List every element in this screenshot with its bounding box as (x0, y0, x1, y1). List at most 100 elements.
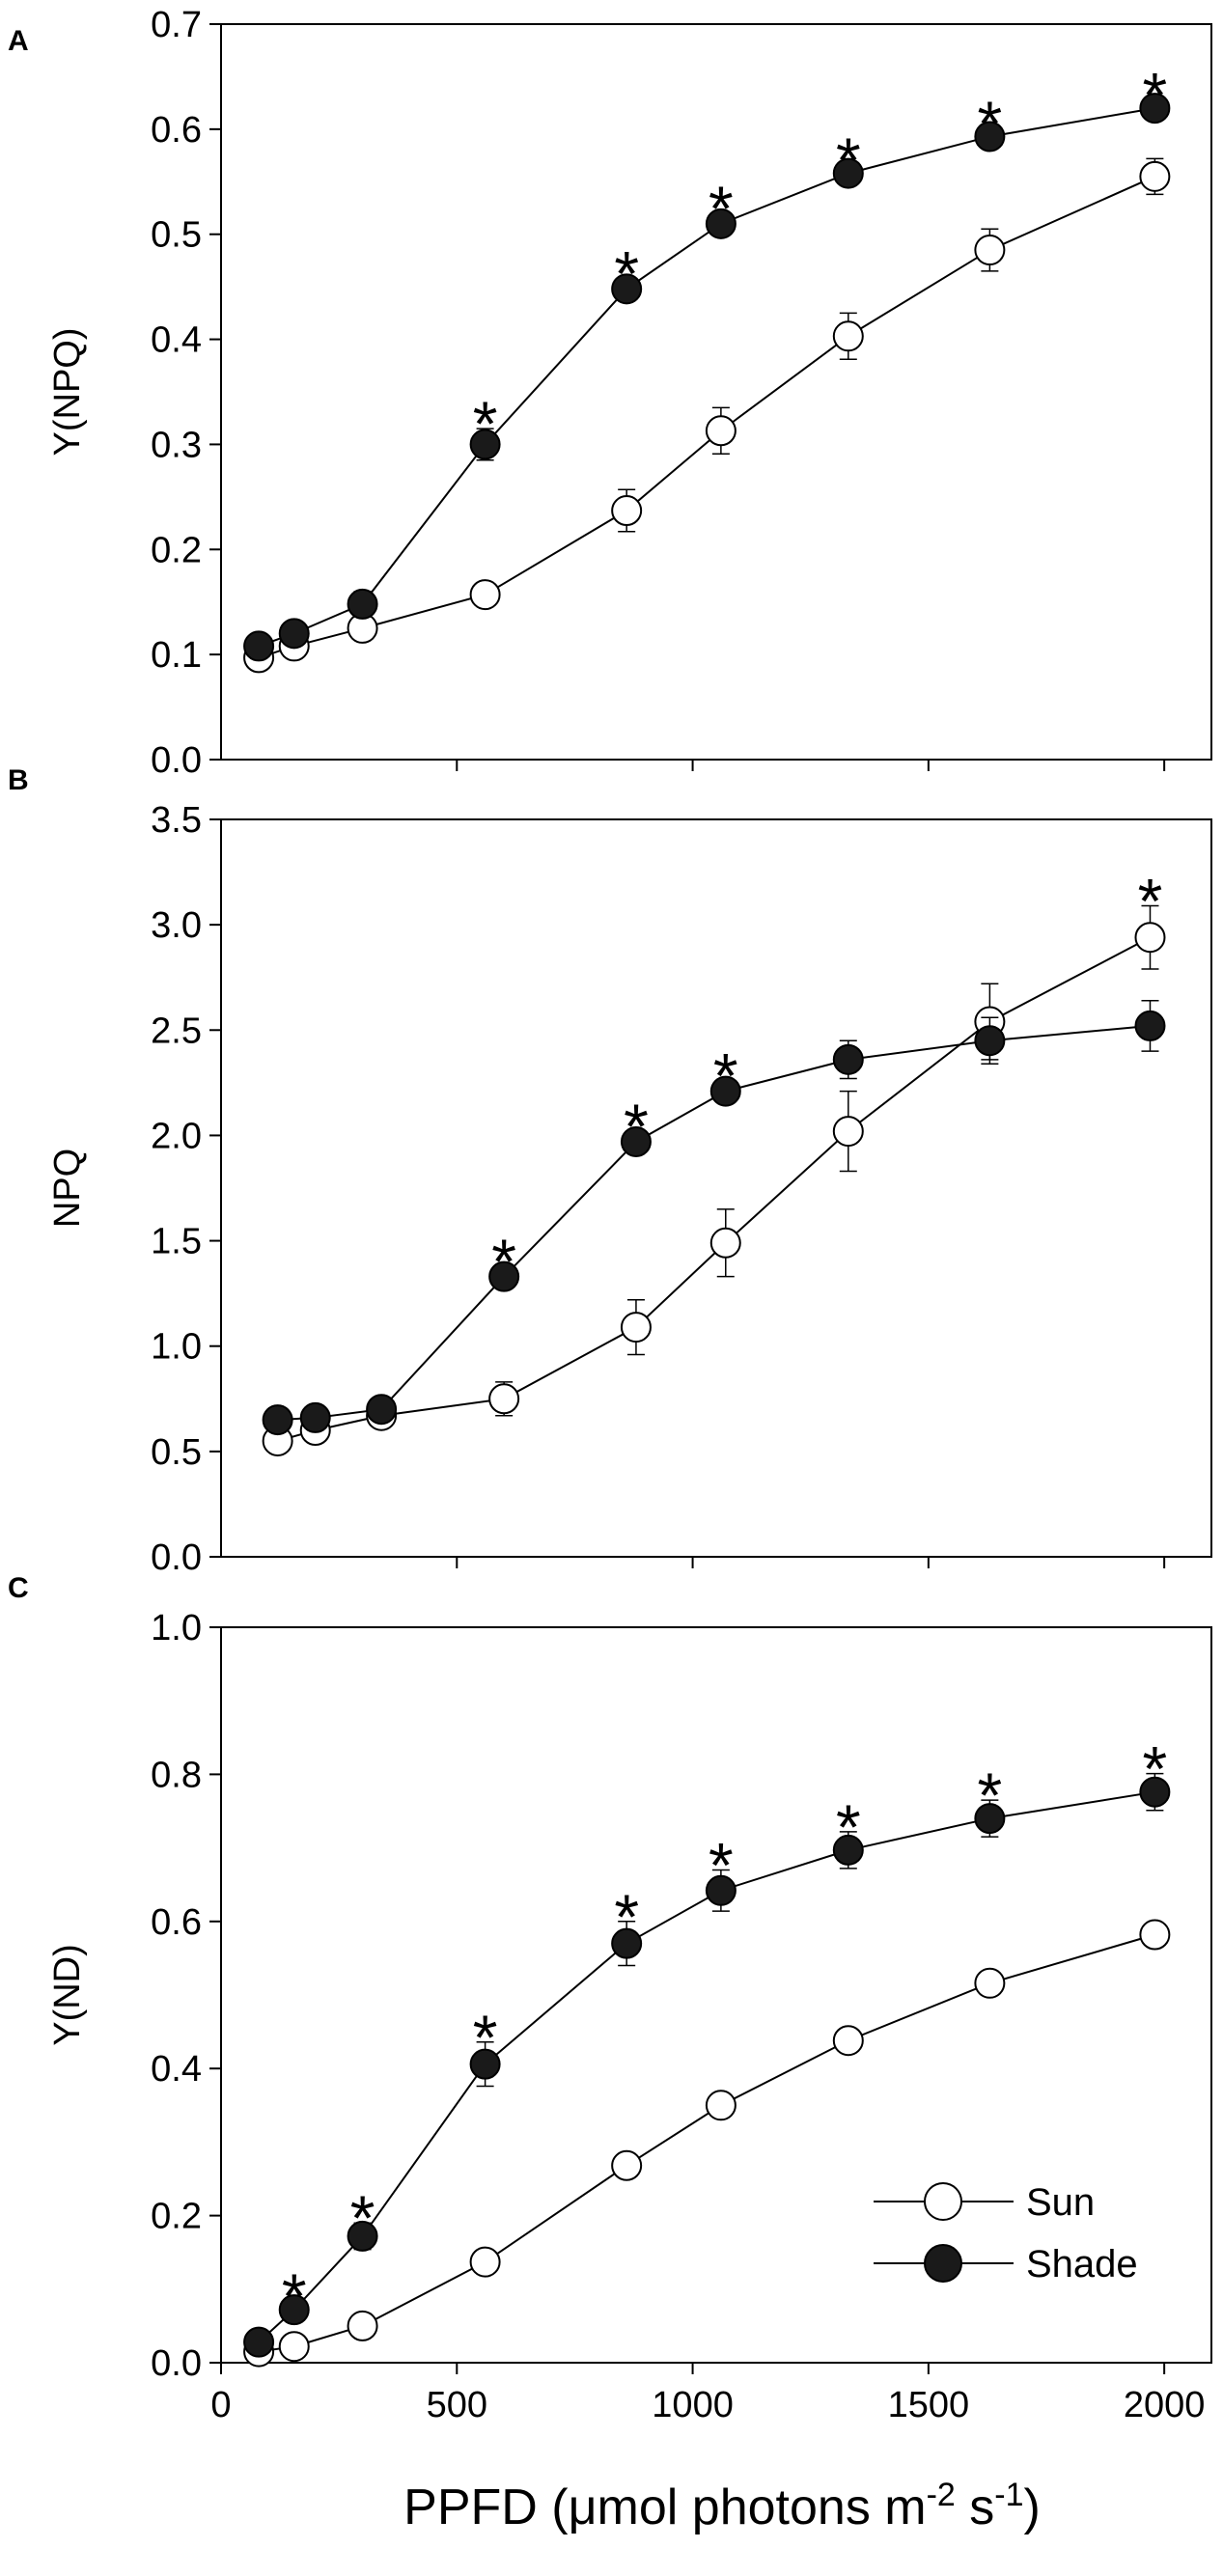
x-tick-label: 0 (210, 2385, 231, 2425)
x-tick-label: 500 (427, 2385, 487, 2425)
panel-letter: B (8, 764, 29, 796)
series-shade (243, 93, 1171, 662)
panel-b: B NPQ 0.0 0.5 1.0 1.5 2.0 2.5 3.0 3.5 * * * * (8, 764, 1212, 1578)
data-point-sun (705, 415, 737, 447)
significance-star: * (624, 1091, 649, 1162)
data-point-sun (974, 235, 1006, 266)
data-point-sun (1134, 922, 1166, 954)
y-axis-label: NPQ (47, 1149, 88, 1228)
x-tick-label: 2000 (1124, 2385, 1206, 2425)
legend: Sun Shade (874, 2181, 1138, 2285)
data-point-sun (488, 1383, 520, 1415)
series-line (258, 175, 1155, 659)
y-tick-label: 0.6 (151, 1902, 202, 1943)
data-point-shade (974, 1803, 1006, 1835)
y-tick-label: 0.3 (151, 425, 202, 465)
significance-star: * (1143, 1733, 1168, 1805)
data-point-shade (262, 1404, 293, 1436)
data-point-shade (1134, 1010, 1166, 1041)
data-point-sun (1139, 160, 1171, 192)
data-point-sun (832, 320, 864, 352)
y-tick-label: 0.5 (151, 1432, 202, 1473)
panel-letter: C (8, 1572, 29, 1604)
series-shade (262, 999, 1166, 1436)
data-point-shade (832, 1043, 864, 1075)
y-tick-label: 0.4 (151, 2049, 202, 2090)
plot-frame (220, 1626, 1212, 2364)
data-point-shade (366, 1394, 398, 1426)
data-point-shade (1139, 1776, 1171, 1808)
y-tick-label: 0.5 (151, 215, 202, 256)
data-point-shade (974, 121, 1006, 152)
data-point-sun (832, 2025, 864, 2057)
panel-letter: A (8, 25, 29, 57)
significance-star: * (614, 1881, 639, 1953)
data-point-sun (347, 2310, 378, 2341)
significance-star: * (709, 173, 734, 244)
data-point-sun (705, 2090, 737, 2121)
y-tick-label: 0.2 (151, 2197, 202, 2237)
data-point-shade (469, 2048, 501, 2080)
significance-star: * (836, 125, 861, 196)
y-tick-label: 2.0 (151, 1116, 202, 1156)
data-point-sun (278, 2331, 310, 2363)
y-tick-label: 0.0 (151, 740, 202, 781)
plot-frame (220, 818, 1212, 1558)
series-line (258, 1790, 1155, 2343)
data-point-sun (832, 1116, 864, 1148)
plot-frame (220, 23, 1212, 761)
data-point-sun (469, 579, 501, 611)
series-line (258, 107, 1155, 648)
y-tick-label: 1.0 (151, 1608, 202, 1648)
panel-c: C Y(ND) 0.0 0.2 0.4 0.6 0.8 1.0 0 500 1000 1500 2000… (8, 1572, 1212, 2425)
y-tick-label: 0.0 (151, 2343, 202, 2384)
y-axis-label: Y(ND) (47, 1944, 88, 2046)
data-point-shade (620, 1125, 652, 1157)
data-point-sun (611, 495, 643, 527)
series-sun (243, 1919, 1171, 2368)
x-axis-label: PPFD (μmol photons m-2 s-1) (403, 2477, 1041, 2535)
data-point-shade (1139, 93, 1171, 125)
data-point-sun (620, 1312, 652, 1343)
y-tick-label: 0.0 (151, 1537, 202, 1578)
significance-star: * (614, 237, 639, 309)
series-shade (243, 1772, 1171, 2358)
legend-label: Shade (1026, 2243, 1138, 2285)
significance-star: * (350, 2182, 375, 2254)
data-point-shade (243, 2326, 275, 2358)
data-point-sun (709, 1227, 741, 1259)
data-point-sun (611, 2149, 643, 2181)
legend-label: Sun (1026, 2181, 1095, 2224)
series-sun (262, 904, 1166, 1456)
data-point-shade (611, 1927, 643, 1959)
data-point-shade (974, 1025, 1006, 1057)
legend-marker-shade (924, 2244, 962, 2283)
y-axis-label: Y(NPQ) (47, 328, 88, 457)
y-tick-label: 0.7 (151, 5, 202, 45)
data-point-shade (488, 1260, 520, 1292)
significance-star: * (473, 2002, 498, 2073)
legend-marker-sun (924, 2182, 962, 2221)
data-point-sun (469, 2246, 501, 2278)
data-point-shade (347, 588, 378, 620)
significance-star: * (1138, 865, 1163, 936)
y-tick-label: 2.5 (151, 1011, 202, 1051)
data-point-shade (278, 2294, 310, 2326)
data-point-shade (832, 157, 864, 189)
y-tick-label: 0.6 (151, 110, 202, 151)
y-tick-label: 1.5 (151, 1222, 202, 1262)
data-point-shade (832, 1834, 864, 1866)
data-point-sun (974, 1967, 1006, 1999)
x-tick-label: 1000 (652, 2385, 734, 2425)
y-tick-label: 1.0 (151, 1327, 202, 1368)
data-point-shade (243, 630, 275, 662)
panel-a: A Y(NPQ) 0.0 0.1 0.2 0.3 0.4 0.5 0.6 0.7 * * * * * * (8, 5, 1212, 781)
y-tick-label: 0.2 (151, 530, 202, 570)
y-tick-label: 0.8 (151, 1755, 202, 1795)
significance-star: * (978, 88, 1003, 159)
series-line (277, 936, 1151, 1442)
significance-star: * (491, 1226, 516, 1297)
data-point-shade (705, 208, 737, 239)
